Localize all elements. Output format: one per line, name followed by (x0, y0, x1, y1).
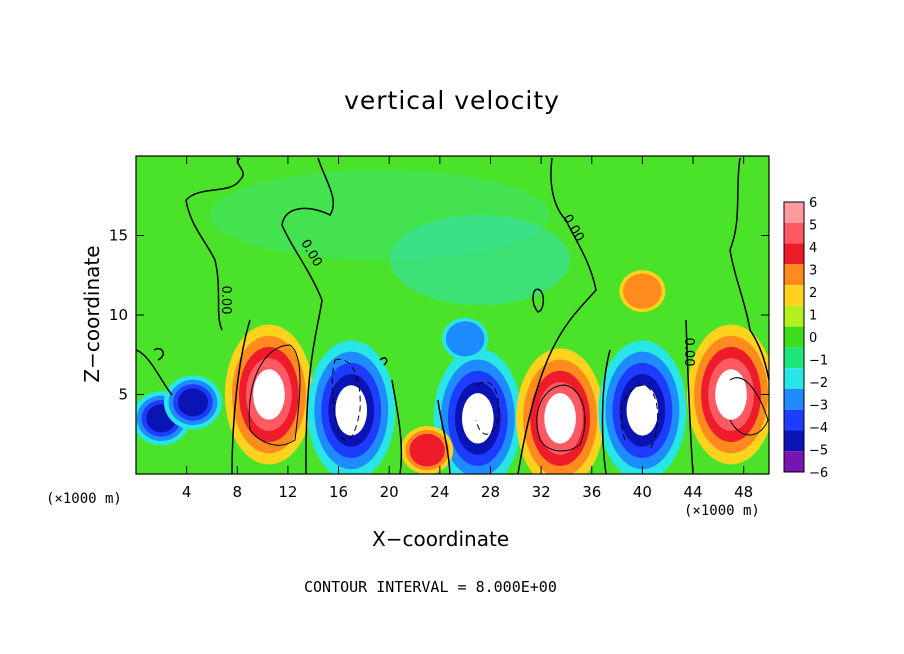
colorbar-swatch (784, 368, 804, 389)
velocity-cell (177, 388, 209, 417)
colorbar: 6 5 4 3 2 1 0 −1 −2 −3 −4 −5 −6 (783, 196, 828, 481)
velocity-cell (253, 369, 285, 420)
colorbar-swatch (784, 409, 804, 431)
x-unit-left: (×1000 m) (46, 491, 122, 507)
contour-line (281, 157, 335, 474)
x-tick-label: 12 (278, 483, 297, 501)
contour-line (153, 348, 164, 361)
colorbar-tick-label: −5 (809, 444, 828, 459)
colorbar-swatch (784, 451, 804, 472)
x-tick-label: 4 (182, 483, 192, 501)
velocity-cell (445, 321, 485, 357)
colorbar-tick-label: −2 (809, 376, 828, 391)
x-tick-label: 48 (734, 483, 753, 501)
colorbar-swatch (784, 430, 804, 452)
y-tick-label: 5 (118, 386, 128, 404)
colorbar-tick-label: 3 (809, 264, 817, 279)
contour-line (620, 384, 659, 451)
contour-line (185, 157, 244, 201)
colorbar-tick-label: 0 (809, 331, 817, 346)
contour-line (601, 349, 611, 474)
colorbar-tick-label: −1 (809, 354, 828, 369)
contour-interval-note: CONTOUR INTERVAL = 8.000E+00 (304, 578, 557, 596)
y-axis-label: Z−coordinate (80, 245, 104, 383)
plot-area (136, 156, 769, 474)
contour-line (517, 157, 597, 474)
colorbar-swatch (784, 243, 804, 265)
colorbar-tick-label: 6 (809, 196, 817, 211)
colorbar-swatch (784, 202, 804, 223)
colorbar-tick-label: 2 (809, 286, 817, 301)
colorbar-tick-label: −6 (809, 466, 828, 481)
contour-line (437, 399, 451, 474)
x-unit-right: (×1000 m) (684, 503, 760, 519)
colorbar-swatch (784, 264, 804, 286)
contour-lines (136, 157, 769, 474)
colorbar-swatch (784, 305, 804, 327)
x-axis-label: X−coordinate (372, 527, 510, 551)
contour-line (248, 344, 301, 446)
contour-line (475, 381, 500, 435)
y-tick-label: 10 (109, 306, 128, 324)
colorbar-tick-label: −4 (809, 421, 828, 436)
contour-line (729, 157, 769, 381)
contour-line (391, 379, 403, 474)
y-tick-label: 15 (109, 227, 128, 245)
x-tick-label: 20 (380, 483, 399, 501)
contour-line (536, 384, 586, 452)
colorbar-swatch (784, 326, 804, 348)
chart-title: vertical velocity (344, 86, 560, 115)
velocity-cell (461, 393, 494, 444)
contour-line (185, 199, 223, 331)
velocity-cell (626, 385, 659, 436)
colorbar-tick-label: 1 (809, 309, 817, 324)
x-tick-label: 40 (633, 483, 652, 501)
contour-label: 0.00 (218, 286, 233, 315)
colorbar-swatch (784, 388, 804, 410)
contour-line (379, 357, 388, 366)
colorbar-swatch (784, 222, 804, 244)
colorbar-tick-label: −3 (809, 399, 828, 414)
x-tick-label: 8 (233, 483, 243, 501)
velocity-cell (335, 385, 368, 436)
x-tick-label: 32 (532, 483, 551, 501)
contour-line (729, 377, 769, 436)
x-tick-label: 36 (582, 483, 601, 501)
contour-line (532, 288, 544, 313)
x-tick-label: 24 (430, 483, 449, 501)
velocity-cell (715, 369, 747, 420)
field-patch (390, 215, 570, 305)
contour-line (136, 349, 173, 396)
inner-contours (248, 344, 769, 452)
velocity-cell (544, 393, 576, 444)
colorbar-tick-label: 5 (809, 219, 817, 234)
velocity-cell (409, 433, 445, 467)
contour-line (331, 358, 361, 441)
contour-line (685, 319, 694, 474)
colorbar-tick-label: 4 (809, 241, 817, 256)
colorbar-swatch (784, 347, 804, 369)
colorbar-swatch (784, 285, 804, 306)
x-tick-label: 28 (481, 483, 500, 501)
contour-label: 0.00 (681, 338, 696, 367)
contour-line (231, 319, 251, 474)
x-tick-label: 16 (329, 483, 348, 501)
x-tick-label: 44 (683, 483, 702, 501)
velocity-cell (623, 273, 662, 309)
colorbar-frame (783, 201, 805, 473)
